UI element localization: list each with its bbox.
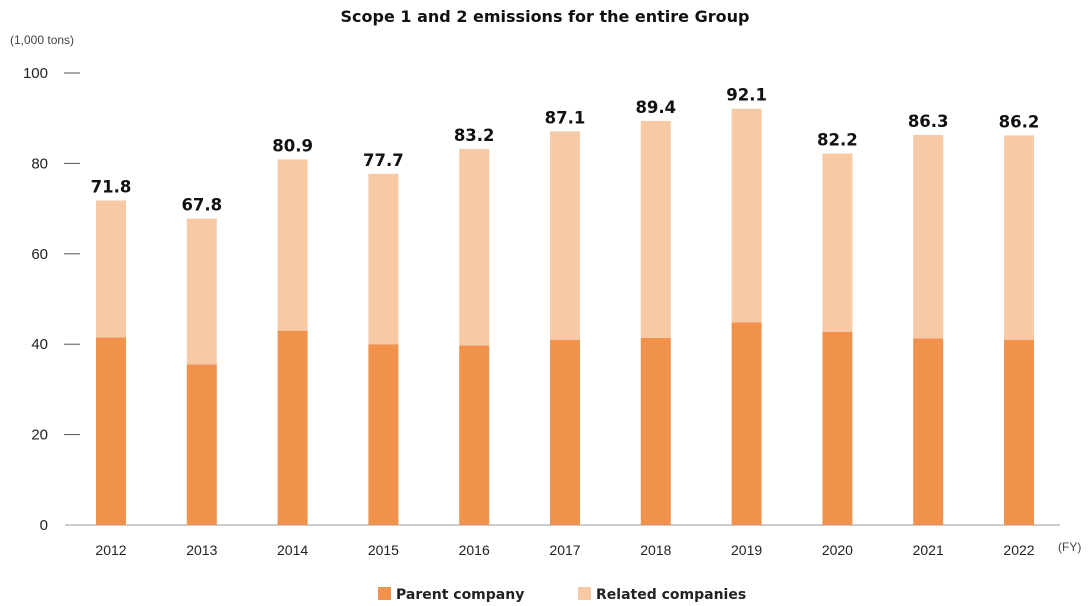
bar-parent-company [550, 339, 580, 525]
bar-parent-company [459, 345, 490, 525]
x-tick-label: 2020 [822, 542, 853, 558]
bar-total-label: 92.1 [726, 86, 767, 105]
legend-parent-company-swatch [378, 587, 391, 600]
bar-related-companies [368, 173, 399, 345]
y-tick-label: 0 [40, 517, 48, 534]
x-tick-label: 2016 [459, 542, 490, 558]
bar-related-companies [459, 148, 490, 346]
bar-related-companies [277, 159, 308, 331]
bar-related-companies [640, 120, 671, 338]
bar-parent-company [186, 364, 217, 525]
y-tick-label: 100 [23, 65, 48, 82]
bar-parent-company [731, 322, 762, 525]
bar-total-label: 77.7 [363, 151, 404, 170]
x-tick-label: 2021 [913, 542, 944, 558]
bar-related-companies [1004, 135, 1034, 340]
x-axis-unit-label: (FY) [1058, 540, 1081, 554]
bar-parent-company [277, 330, 308, 525]
bar-total-label: 89.4 [635, 98, 676, 117]
y-axis: 0 20 40 60 80 100 [23, 65, 80, 534]
x-tick-label: 2015 [368, 542, 399, 558]
x-tick-label: 2022 [1003, 542, 1034, 558]
bar-parent-company [1004, 339, 1034, 525]
x-tick-label: 2014 [277, 542, 308, 558]
x-tick-label: 2018 [640, 542, 671, 558]
legend: Parent company Related companies [378, 587, 746, 603]
bar-parent-company [640, 337, 671, 525]
y-axis-unit-label: (1,000 tons) [10, 33, 74, 47]
bar-related-companies [822, 153, 853, 332]
bar-related-companies [731, 108, 762, 323]
bar-total-label: 82.2 [817, 130, 858, 149]
x-tick-label: 2013 [186, 542, 217, 558]
x-tick-label: 2012 [95, 542, 126, 558]
bar-parent-company [822, 331, 853, 525]
legend-related-companies-label: Related companies [596, 587, 746, 603]
bar-related-companies [96, 200, 126, 338]
y-tick-label: 60 [31, 246, 48, 263]
bar-total-label: 67.8 [181, 196, 222, 215]
bar-parent-company [96, 337, 126, 525]
bar-total-label: 86.3 [908, 112, 949, 131]
bars-group: 71.8 2012 67.8 2013 80.9 2014 77.7 2015 83.2 2016… [91, 86, 1040, 558]
bar-total-label: 87.1 [545, 108, 586, 127]
legend-parent-company-label: Parent company [396, 587, 524, 603]
bar-related-companies [186, 218, 217, 365]
bar-total-label: 83.2 [454, 126, 495, 145]
bar-total-label: 71.8 [91, 177, 132, 196]
chart-title: Scope 1 and 2 emissions for the entire G… [341, 7, 750, 26]
x-tick-label: 2017 [549, 542, 580, 558]
bar-parent-company [368, 344, 399, 525]
y-tick-label: 20 [31, 427, 48, 444]
bar-parent-company [913, 338, 944, 525]
bar-total-label: 80.9 [272, 136, 313, 155]
bar-related-companies [550, 131, 580, 340]
y-tick-label: 40 [31, 336, 48, 353]
legend-related-companies-swatch [578, 587, 591, 600]
bar-related-companies [913, 134, 944, 339]
bar-total-label: 86.2 [999, 112, 1040, 131]
y-tick-label: 80 [31, 155, 48, 172]
x-tick-label: 2019 [731, 542, 762, 558]
